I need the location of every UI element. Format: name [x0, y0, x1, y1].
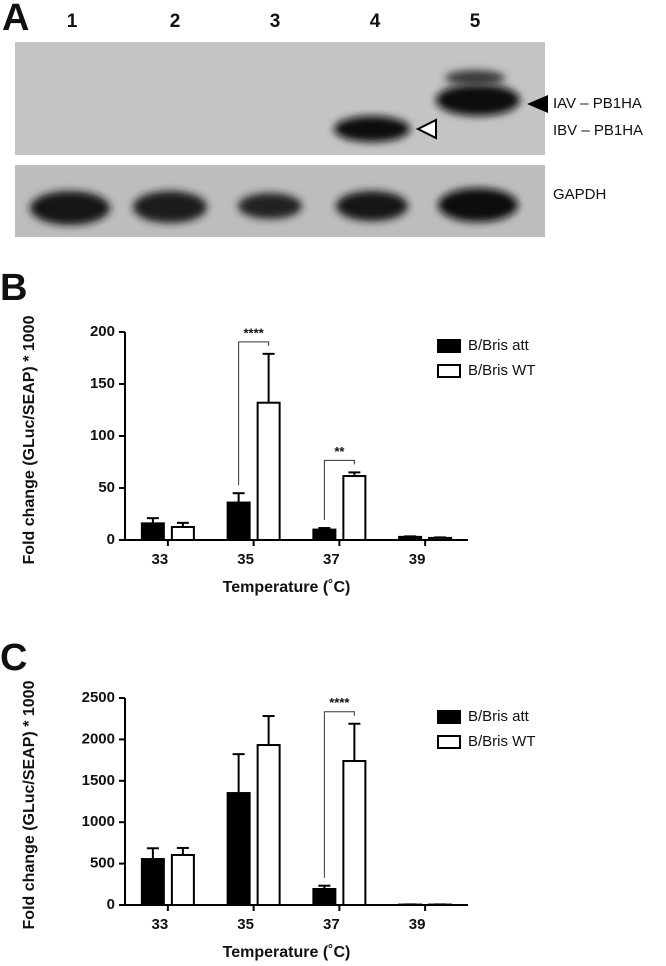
bar: [312, 888, 337, 906]
bar: [312, 528, 337, 541]
legend-swatch: [437, 710, 461, 724]
y-axis-label: Fold change (GLuc/SEAP) * 1000: [21, 680, 38, 929]
significance-bracket: [323, 459, 355, 521]
legend-label: B/Bris att: [468, 337, 530, 354]
bar: [170, 526, 195, 541]
blot-image: [15, 42, 548, 237]
x-tick-label: 33: [152, 551, 169, 568]
x-tick-label: 37: [323, 551, 340, 568]
bar: [398, 535, 423, 542]
lane-label: 2: [170, 11, 181, 32]
x-tick-label: 33: [152, 916, 169, 933]
band-label: IBV – PB1HA: [553, 122, 643, 139]
significance-label: **: [334, 444, 345, 459]
lane-label: 3: [270, 11, 281, 32]
x-axis-label: Temperature (˚C): [223, 579, 351, 596]
y-tick-label: 100: [90, 427, 115, 444]
legend-label: B/Bris att: [468, 708, 530, 725]
y-tick-label: 1000: [82, 813, 115, 830]
y-tick-label: 2500: [82, 689, 115, 706]
legend-swatch: [437, 735, 461, 749]
panel-label: B: [0, 267, 27, 309]
lane-label: 5: [470, 11, 481, 32]
x-tick-label: 39: [409, 916, 426, 933]
legend-swatch: [437, 339, 461, 353]
x-tick-label: 35: [237, 551, 254, 568]
y-tick-label: 150: [90, 375, 115, 392]
bar: [226, 792, 251, 906]
bar: [226, 501, 251, 541]
y-axis-label: Fold change (GLuc/SEAP) * 1000: [21, 315, 38, 564]
bar: [342, 475, 367, 542]
y-tick-label: 200: [90, 323, 115, 340]
x-tick-label: 37: [323, 916, 340, 933]
bar: [140, 858, 165, 907]
x-tick-label: 39: [409, 551, 426, 568]
bar: [170, 853, 195, 906]
bar: [428, 536, 453, 541]
legend-label: B/Bris WT: [468, 733, 536, 750]
y-tick-label: 0: [107, 531, 115, 548]
panel-label: A: [2, 0, 29, 39]
band-label: GAPDH: [553, 186, 606, 203]
y-tick-label: 500: [90, 855, 115, 872]
significance-bracket: [323, 711, 355, 878]
significance-bracket: [238, 341, 270, 486]
bar: [256, 744, 281, 906]
x-axis-label: Temperature (˚C): [223, 944, 351, 961]
panel-label: C: [0, 637, 27, 679]
legend-label: B/Bris WT: [468, 362, 536, 379]
bar: [256, 401, 281, 541]
bar: [342, 760, 367, 906]
significance-label: ****: [244, 325, 265, 340]
lane-label: 4: [370, 11, 381, 32]
lane-label: 1: [67, 11, 78, 32]
y-tick-label: 0: [107, 896, 115, 913]
y-tick-label: 1500: [82, 772, 115, 789]
y-tick-label: 50: [98, 479, 115, 496]
x-tick-label: 35: [237, 916, 254, 933]
bar: [140, 522, 165, 541]
legend-swatch: [437, 364, 461, 378]
y-tick-label: 2000: [82, 730, 115, 747]
significance-label: ****: [329, 695, 350, 710]
band-label: IAV – PB1HA: [553, 95, 642, 112]
